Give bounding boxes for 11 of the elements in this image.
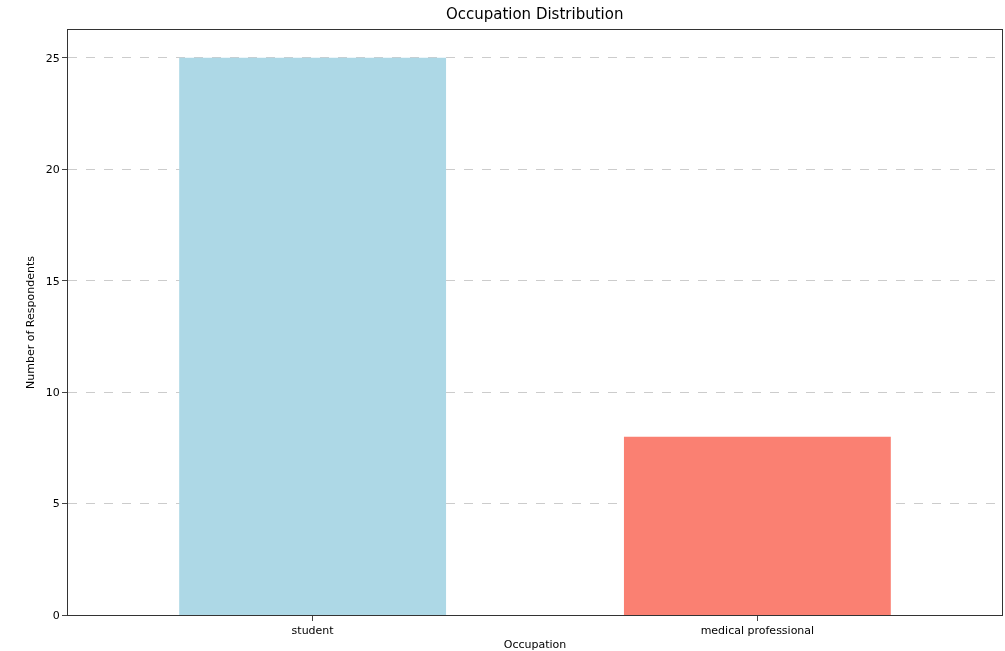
y-axis-title: Number of Respondents <box>24 255 38 389</box>
x-axis-title: Occupation <box>503 638 567 651</box>
x-tick-label: medical professional <box>700 624 815 638</box>
y-tick-label: 5 <box>52 497 60 511</box>
y-tick-label: 20 <box>45 163 60 177</box>
y-tick-label: 0 <box>52 608 60 622</box>
y-tick-label: 15 <box>45 274 60 288</box>
y-tick-label: 25 <box>45 51 60 65</box>
x-tick-label: student <box>291 624 335 638</box>
y-tick-label: 10 <box>45 385 60 399</box>
chart-title: Occupation Distribution <box>445 4 624 23</box>
